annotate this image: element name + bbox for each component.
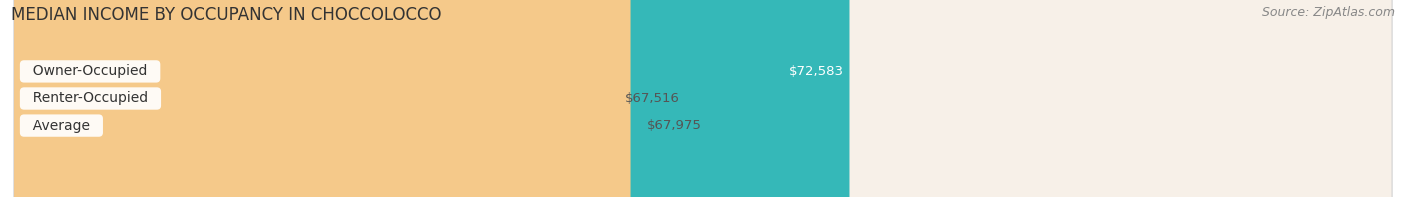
Text: $67,516: $67,516 (624, 92, 679, 105)
FancyBboxPatch shape (14, 0, 849, 197)
FancyBboxPatch shape (14, 0, 630, 197)
Text: Renter-Occupied: Renter-Occupied (24, 91, 157, 106)
FancyBboxPatch shape (14, 0, 609, 197)
Text: Source: ZipAtlas.com: Source: ZipAtlas.com (1261, 6, 1395, 19)
FancyBboxPatch shape (14, 0, 1392, 197)
Text: Average: Average (24, 119, 98, 133)
Text: $67,975: $67,975 (647, 119, 702, 132)
Text: Owner-Occupied: Owner-Occupied (24, 64, 156, 78)
Text: $72,583: $72,583 (789, 65, 844, 78)
FancyBboxPatch shape (14, 0, 1392, 197)
FancyBboxPatch shape (14, 0, 1392, 197)
Text: MEDIAN INCOME BY OCCUPANCY IN CHOCCOLOCCO: MEDIAN INCOME BY OCCUPANCY IN CHOCCOLOCC… (11, 6, 441, 24)
